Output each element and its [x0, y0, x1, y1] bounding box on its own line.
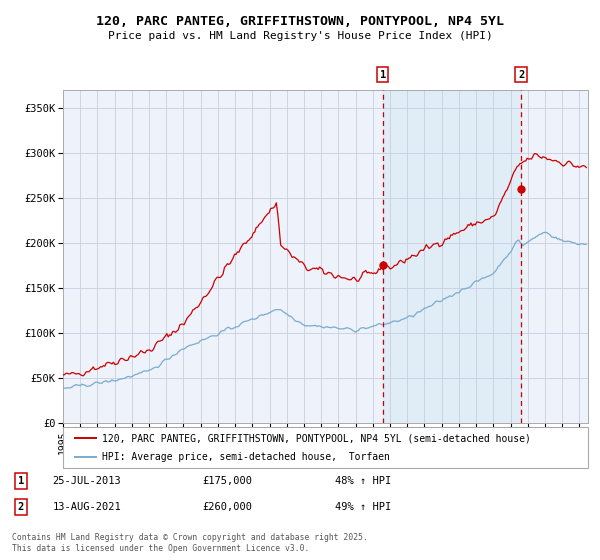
Text: £260,000: £260,000: [202, 502, 252, 512]
Text: £175,000: £175,000: [202, 477, 252, 486]
Text: 48% ↑ HPI: 48% ↑ HPI: [335, 477, 391, 486]
Text: 120, PARC PANTEG, GRIFFITHSTOWN, PONTYPOOL, NP4 5YL: 120, PARC PANTEG, GRIFFITHSTOWN, PONTYPO…: [96, 15, 504, 28]
Text: 2: 2: [17, 502, 24, 512]
Text: 13-AUG-2021: 13-AUG-2021: [52, 502, 121, 512]
Text: Price paid vs. HM Land Registry's House Price Index (HPI): Price paid vs. HM Land Registry's House …: [107, 31, 493, 41]
Text: Contains HM Land Registry data © Crown copyright and database right 2025.
This d: Contains HM Land Registry data © Crown c…: [12, 533, 368, 553]
FancyBboxPatch shape: [63, 427, 588, 468]
Text: 120, PARC PANTEG, GRIFFITHSTOWN, PONTYPOOL, NP4 5YL (semi-detached house): 120, PARC PANTEG, GRIFFITHSTOWN, PONTYPO…: [103, 433, 531, 443]
Text: 49% ↑ HPI: 49% ↑ HPI: [335, 502, 391, 512]
Text: 1: 1: [17, 477, 24, 486]
Bar: [383, 90, 521, 423]
Text: 25-JUL-2013: 25-JUL-2013: [52, 477, 121, 486]
Text: 1: 1: [380, 69, 386, 80]
Text: 2: 2: [518, 69, 524, 80]
Text: HPI: Average price, semi-detached house,  Torfaen: HPI: Average price, semi-detached house,…: [103, 452, 390, 461]
